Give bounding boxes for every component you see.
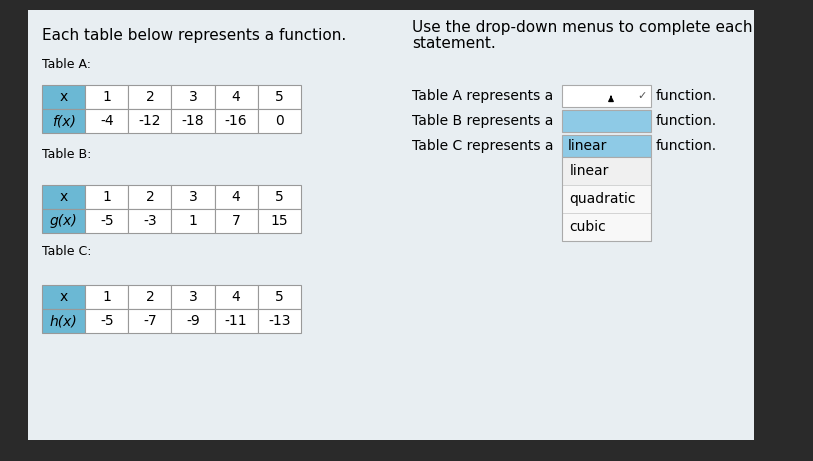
Text: -11: -11 (224, 314, 247, 328)
Bar (128, 85, 172, 109)
Text: function.: function. (656, 139, 717, 153)
Text: 1: 1 (102, 90, 111, 104)
Bar (215, 185, 258, 209)
Bar (258, 309, 301, 333)
Text: -3: -3 (143, 214, 157, 228)
Text: function.: function. (656, 89, 717, 103)
Text: cubic: cubic (570, 220, 606, 234)
Bar (258, 85, 301, 109)
Text: Table B:: Table B: (42, 148, 92, 161)
Text: Table C represents a: Table C represents a (412, 139, 554, 153)
Bar (172, 109, 215, 133)
Bar (562, 185, 651, 213)
Bar (128, 285, 172, 309)
Text: 2: 2 (146, 190, 154, 204)
Text: 5: 5 (275, 90, 284, 104)
Bar (258, 109, 301, 133)
Text: ✓: ✓ (637, 91, 646, 101)
Text: 3: 3 (189, 190, 198, 204)
Bar (215, 309, 258, 333)
Text: linear: linear (567, 139, 607, 153)
Text: 1: 1 (102, 190, 111, 204)
Text: h(x): h(x) (50, 314, 77, 328)
Text: Table A:: Table A: (42, 58, 91, 71)
Bar (128, 185, 172, 209)
Text: -13: -13 (268, 314, 290, 328)
Text: 15: 15 (271, 214, 288, 228)
Bar (172, 285, 215, 309)
Bar (42, 209, 85, 233)
Text: -5: -5 (100, 214, 114, 228)
Text: linear: linear (570, 164, 609, 178)
Bar (172, 85, 215, 109)
Bar (85, 285, 128, 309)
Text: 0: 0 (275, 114, 284, 128)
Text: -12: -12 (139, 114, 161, 128)
Text: 5: 5 (275, 190, 284, 204)
Text: statement.: statement. (412, 36, 496, 51)
Text: 3: 3 (189, 90, 198, 104)
Bar (172, 185, 215, 209)
Bar (562, 135, 651, 157)
Bar (85, 309, 128, 333)
Bar (215, 285, 258, 309)
Text: x: x (59, 190, 67, 204)
Bar (85, 109, 128, 133)
Bar (215, 109, 258, 133)
Text: -7: -7 (143, 314, 157, 328)
Text: Each table below represents a function.: Each table below represents a function. (42, 28, 346, 43)
Text: 2: 2 (146, 290, 154, 304)
Bar (562, 213, 651, 241)
Bar (128, 209, 172, 233)
Bar (128, 109, 172, 133)
Bar (258, 185, 301, 209)
Bar (42, 285, 85, 309)
Text: x: x (59, 290, 67, 304)
Bar (562, 85, 651, 107)
Bar (85, 185, 128, 209)
Bar (42, 85, 85, 109)
Bar (258, 285, 301, 309)
Text: 7: 7 (232, 214, 241, 228)
Text: function.: function. (656, 114, 717, 128)
Text: x: x (59, 90, 67, 104)
Bar (42, 309, 85, 333)
Text: 2: 2 (146, 90, 154, 104)
Text: f(x): f(x) (52, 114, 76, 128)
Bar (562, 110, 651, 132)
Bar (258, 209, 301, 233)
Bar (172, 209, 215, 233)
Text: Table C:: Table C: (42, 245, 92, 258)
Text: 5: 5 (275, 290, 284, 304)
Text: -16: -16 (224, 114, 247, 128)
Text: 4: 4 (232, 290, 241, 304)
Bar (42, 185, 85, 209)
Bar (172, 309, 215, 333)
Text: quadratic: quadratic (570, 192, 636, 206)
Text: g(x): g(x) (50, 214, 77, 228)
Text: 1: 1 (189, 214, 198, 228)
Bar (128, 309, 172, 333)
Bar (215, 209, 258, 233)
Bar (562, 157, 651, 185)
Bar (562, 157, 651, 241)
Text: 4: 4 (232, 190, 241, 204)
Bar (42, 109, 85, 133)
Text: Use the drop-down menus to complete each: Use the drop-down menus to complete each (412, 20, 753, 35)
Text: -4: -4 (100, 114, 114, 128)
Text: -9: -9 (186, 314, 200, 328)
Text: -5: -5 (100, 314, 114, 328)
Text: 3: 3 (189, 290, 198, 304)
Text: 4: 4 (232, 90, 241, 104)
Bar (85, 85, 128, 109)
Text: Table A represents a: Table A represents a (412, 89, 554, 103)
Bar (215, 85, 258, 109)
Text: -18: -18 (181, 114, 204, 128)
Text: Table B represents a: Table B represents a (412, 114, 554, 128)
Text: 1: 1 (102, 290, 111, 304)
Bar (85, 209, 128, 233)
